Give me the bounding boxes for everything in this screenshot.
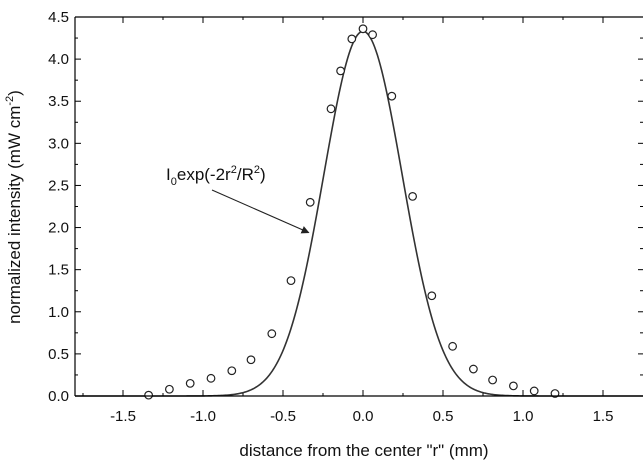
fit-curve	[75, 30, 643, 397]
x-tick-label: -1.0	[190, 408, 216, 425]
y-tick-label: 4.0	[48, 51, 69, 68]
x-tick-label: 0.0	[353, 408, 374, 425]
x-tick-label: 0.5	[433, 408, 454, 425]
y-axis-title-exponent: -2	[4, 96, 16, 106]
data-point	[427, 291, 437, 301]
data-point	[164, 384, 174, 394]
data-point	[408, 191, 418, 201]
fit-annotation-part: I	[166, 165, 171, 184]
y-tick-label: 3.5	[48, 93, 69, 110]
data-point	[488, 375, 498, 385]
data-point	[358, 24, 368, 34]
y-tick-label: 0.0	[48, 388, 69, 405]
x-axis-title: distance from the center "r" (mm)	[239, 441, 488, 460]
fit-annotation-part: )	[260, 165, 266, 184]
fit-annotation-part: /R	[237, 165, 254, 184]
y-tick-label: 2.5	[48, 177, 69, 194]
data-point	[509, 381, 518, 391]
x-tick-label: 1.0	[513, 408, 534, 425]
y-tick-label: 4.5	[48, 9, 69, 26]
x-tick-label: -1.5	[110, 408, 136, 425]
fit-annotation-part: 2	[254, 164, 260, 176]
data-point	[246, 355, 256, 365]
data-point	[336, 66, 346, 76]
data-point	[326, 104, 336, 114]
y-tick-label: 1.0	[48, 304, 69, 321]
y-axis-title: normalized intensity (mW cm-2)	[4, 90, 24, 324]
data-point	[144, 390, 154, 400]
x-tick-label: 1.5	[593, 408, 614, 425]
y-tick-label: 0.5	[48, 346, 69, 363]
fit-annotation-label: I0exp(-2r2/R2)	[166, 164, 266, 188]
fit-annotation-part: 0	[171, 176, 177, 188]
y-axis-title-close: )	[5, 90, 24, 96]
axes: -1.5 -1.0 -0.5 0.0 0.5 1.0 1.5 0.0 0.5 1.0 1.5 2.0 2…	[48, 9, 643, 425]
data-point	[185, 378, 195, 388]
data-point	[448, 341, 458, 351]
data-point	[347, 34, 357, 44]
data-point	[305, 197, 315, 207]
y-tick-label: 3.0	[48, 135, 69, 152]
annotation-arrow	[211, 189, 310, 234]
data-point	[368, 30, 378, 40]
data-point	[286, 276, 296, 286]
data-point	[469, 364, 478, 374]
data-point	[387, 91, 397, 101]
data-point	[267, 329, 277, 339]
fit-annotation-part: 2	[231, 164, 237, 176]
x-tick-label: -0.5	[270, 408, 296, 425]
fit-annotation-part: exp(-2r	[177, 165, 231, 184]
y-tick-label: 2.0	[48, 220, 69, 237]
y-axis-title-main: normalized intensity (mW cm	[5, 106, 24, 324]
plot-area	[75, 24, 643, 400]
data-point	[206, 373, 216, 383]
data-point	[550, 389, 560, 398]
y-tick-label: 1.5	[48, 262, 69, 279]
data-point	[529, 386, 539, 396]
fit-annotation: I0exp(-2r2/R2)	[166, 164, 310, 234]
data-point	[227, 366, 237, 376]
